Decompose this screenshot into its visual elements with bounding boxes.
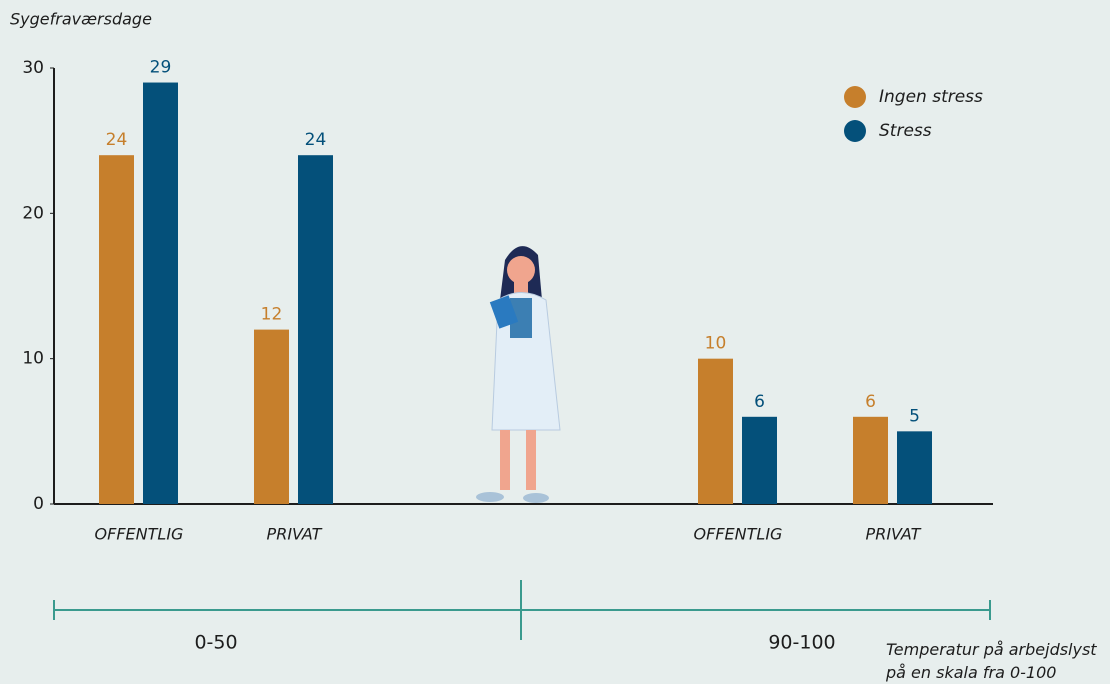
x-tick-label: PRIVAT [866, 525, 922, 544]
value-label: 6 [865, 392, 876, 412]
y-tick-label: 10 [22, 349, 44, 369]
bar [853, 416, 888, 504]
bar [897, 431, 932, 504]
value-label: 10 [705, 334, 727, 354]
y-axis-title: Sygefraværsdage [10, 10, 152, 29]
x-axis-title: Temperatur på arbejdslyst på en skala fr… [886, 640, 1097, 682]
bar [742, 416, 777, 504]
legend-label: Stress [879, 121, 932, 141]
bar [143, 82, 178, 505]
group-label: 90-100 [768, 632, 835, 654]
value-label: 29 [150, 58, 172, 78]
illustration [476, 246, 561, 503]
bar [254, 329, 289, 504]
bar [698, 358, 733, 504]
x-tick-label: OFFENTLIG [694, 525, 783, 544]
value-label: 12 [261, 305, 283, 325]
bar [298, 155, 333, 504]
value-label: 24 [305, 130, 327, 150]
group-label: 0-50 [194, 632, 237, 654]
group-bracket [53, 580, 991, 640]
value-label: 5 [909, 406, 920, 426]
y-tick-label: 0 [33, 494, 44, 514]
legend-swatch [844, 120, 866, 142]
x-tick-label: PRIVAT [267, 525, 323, 544]
y-tick-label: 30 [22, 58, 44, 78]
value-label: 6 [754, 392, 765, 412]
bar [99, 155, 134, 504]
y-tick-label: 20 [22, 203, 44, 223]
x-tick-label: OFFENTLIG [95, 525, 184, 544]
legend-swatch [844, 86, 866, 108]
legend-label: Ingen stress [879, 87, 983, 107]
value-label: 24 [106, 130, 128, 150]
